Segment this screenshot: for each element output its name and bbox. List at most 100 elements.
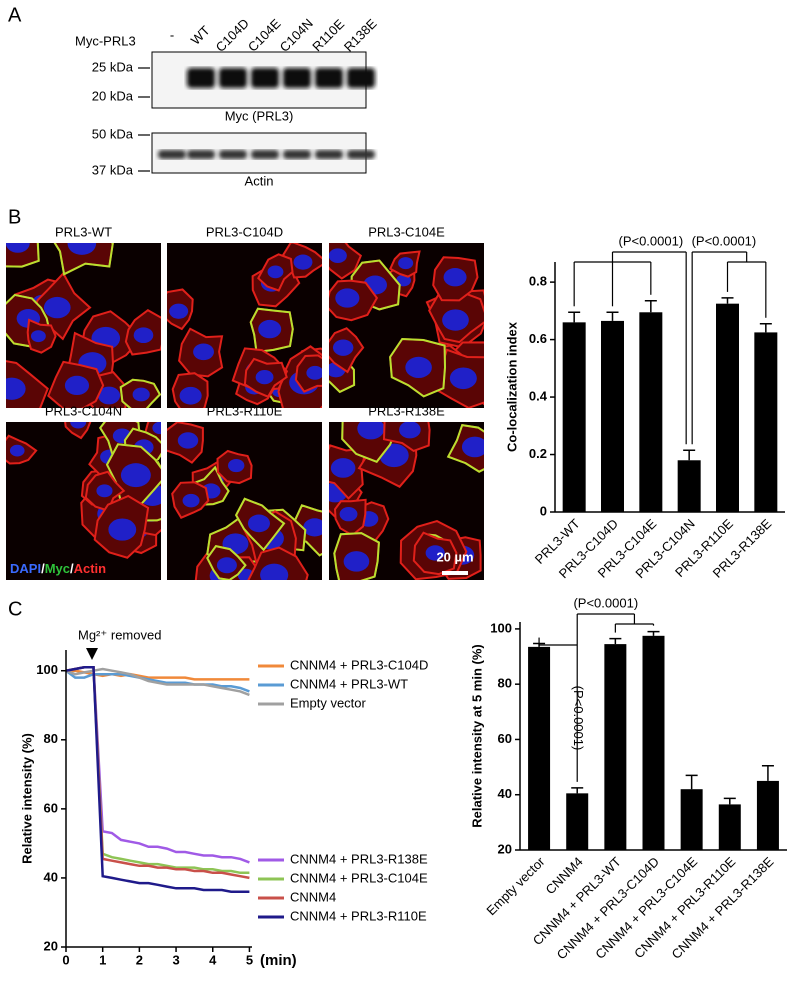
nucleus [152,422,161,435]
y-tick-label: 0.2 [529,446,547,461]
nucleus [216,557,237,574]
error-bar [647,630,660,636]
y-tick-label: 20 [498,841,512,856]
band [187,68,215,88]
y-axis-label: Relative intensity (%) [19,733,34,864]
legend-label: Empty vector [290,695,367,710]
stain-part: Actin [74,561,107,576]
bar [754,332,778,512]
band [219,150,247,159]
stain-label: DAPI/Myc/Actin [10,561,106,576]
y-tick-label: 100 [490,620,512,635]
myc-signal [105,443,161,506]
error-bar [685,774,698,790]
x-tick-label: 5 [246,952,253,967]
line [65,666,250,893]
band [347,68,375,88]
nucleus [228,459,245,473]
mw-marker: 50 kDa [92,126,134,141]
nucleus [343,551,370,572]
nucleus [335,288,360,308]
nucleus [6,243,30,253]
nucleus [398,257,414,270]
legend-label: CNNM4 + PRL3-R110E [290,908,427,923]
y-tick-label: 100 [36,662,58,677]
band [251,68,279,88]
y-tick-label: 60 [44,800,58,815]
x-tick-label: 2 [136,952,143,967]
myc-signal [389,337,447,398]
y-tick-label: 0 [540,503,547,518]
significance: (P<0.0001) [692,233,757,248]
myc-signal [53,243,114,276]
band [283,68,311,88]
micrograph [167,243,322,408]
myc-signal [6,243,40,268]
stain-part: Myc [45,561,70,576]
error-bar [683,449,696,461]
bar [718,804,741,850]
nucleus [306,365,322,380]
nucleus [132,387,150,402]
myc-signal [249,307,294,354]
nucleus [293,254,313,270]
mw-marker: 37 kDa [92,162,134,177]
lane-label: R138E [341,16,380,55]
legend-label: CNNM4 [290,889,336,904]
y-tick-label: 40 [498,786,512,801]
lane-label: C104N [277,16,316,55]
lane-label: R110E [309,16,347,54]
nucleus [443,268,467,287]
nucleus [425,545,445,561]
nucleus [255,369,274,385]
micrograph-title: PRL3-C104E [368,224,445,239]
nucleus [9,444,25,457]
micrograph-title: PRL3-WT [55,224,112,239]
error-bar [721,297,734,304]
nucleus [43,296,71,319]
band [158,150,186,159]
line [65,666,250,864]
nucleus [108,518,137,541]
line [65,666,250,875]
bar [566,793,589,850]
blot-caption: Myc (PRL3) [225,108,294,123]
band [187,150,215,159]
error-bar [761,764,774,781]
bar [604,644,627,850]
y-tick-label: 20 [44,938,58,953]
nucleus [177,432,199,449]
legend-label: CNNM4 + PRL3-C104E [290,870,428,885]
scale-bar [442,571,468,575]
nucleus [182,493,200,508]
bar [716,303,739,512]
mw-marker: 20 kDa [92,88,134,103]
band [283,150,311,159]
bar [642,635,665,850]
myc-signal [333,532,380,580]
nucleus [64,375,90,396]
nucleus [267,265,284,279]
x-tick-label: Empty vector [483,853,548,918]
stain-part: DAPI [10,561,41,576]
band [219,68,247,88]
nucleus [193,343,214,361]
nucleus [30,330,46,343]
bar [601,320,624,512]
myc-signal [206,544,247,580]
x-tick-label: 4 [209,952,217,967]
mw-marker: 25 kDa [92,59,134,74]
line [65,669,250,693]
y-tick-label: 80 [44,731,58,746]
error-bar [644,300,657,313]
y-tick-label: 0.6 [529,331,547,346]
annotation-arrow [86,648,98,660]
y-tick-label: 40 [44,869,58,884]
error-bar [606,311,619,321]
micrograph [329,422,484,580]
x-tick-label: 0 [62,952,69,967]
nucleus [339,507,358,522]
nucleus [70,422,87,429]
nucleus [97,386,121,405]
